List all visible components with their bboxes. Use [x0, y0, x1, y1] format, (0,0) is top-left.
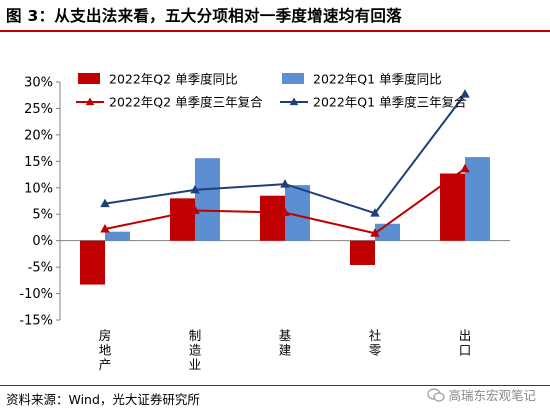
watermark: 高瑞东宏观笔记: [427, 385, 536, 404]
y-tick-label: -5%: [28, 261, 53, 276]
x-category-label-char: 产: [99, 357, 112, 372]
title-divider: [0, 30, 550, 32]
legend-marker: [85, 97, 95, 106]
legend-label: 2022年Q2 单季度同比: [109, 72, 238, 87]
marker-q1-cagr: [100, 198, 110, 208]
x-category-label: 社零: [369, 328, 382, 358]
x-category-label-char: 出: [459, 328, 472, 343]
x-category-label-char: 零: [369, 343, 382, 358]
x-category-label-char: 制: [189, 328, 202, 343]
x-category-label: 基建: [279, 328, 292, 358]
bar-q1-yoy: [195, 158, 220, 241]
bar-q1-yoy: [105, 231, 130, 241]
source-note: 资料来源：Wind，光大证券研究所: [6, 392, 200, 407]
chart-bars: [80, 157, 490, 285]
legend-label: 2022年Q1 单季度同比: [313, 72, 442, 87]
x-category-label-char: 房: [99, 328, 112, 343]
source-divider: [0, 385, 550, 386]
bar-q1-yoy: [465, 157, 490, 241]
marker-q2-cagr: [100, 224, 110, 233]
legend-swatch: [78, 73, 100, 84]
x-category-label: 制造业: [189, 328, 202, 372]
x-category-label-char: 基: [279, 328, 292, 343]
y-tick-label: 30%: [24, 76, 53, 91]
y-tick-label: -15%: [19, 314, 53, 329]
marker-q1-cagr: [190, 184, 200, 194]
bar-q2-yoy: [350, 240, 375, 265]
chart: -15% -10% -5% 0% 5% 10% 15% 20% 25% 30% 房地产 制造业 基建 社零…: [19, 72, 510, 372]
marker-q1-cagr: [370, 208, 380, 217]
bar-q2-yoy: [260, 195, 285, 241]
bar-q2-yoy: [80, 240, 105, 285]
legend-label: 2022年Q1 单季度三年复合: [313, 95, 467, 110]
marker-q2-cagr: [280, 207, 290, 217]
x-category-label: 出口: [459, 328, 472, 358]
bar-q1-yoy: [375, 223, 400, 241]
watermark-text: 高瑞东宏观笔记: [448, 388, 536, 403]
chart-legend: 2022年Q2 单季度同比 2022年Q1 单季度同比 2022年Q2 单季度三年复…: [76, 72, 467, 110]
marker-q2-cagr: [190, 205, 200, 215]
x-category-label-char: 社: [369, 328, 382, 343]
y-tick-label: 25%: [24, 102, 53, 117]
y-tick-label: 0%: [32, 234, 53, 249]
legend-marker: [289, 97, 299, 106]
marker-q1-cagr: [280, 179, 290, 188]
x-category-label-char: 建: [279, 343, 292, 358]
chart-axes: -15% -10% -5% 0% 5% 10% 15% 20% 25% 30% 房地产 制造业 基建 社零…: [19, 76, 510, 372]
legend-swatch: [282, 73, 304, 84]
y-tick-label: -10%: [19, 287, 53, 302]
x-category-label-char: 口: [459, 343, 472, 358]
x-category-label: 房地产: [99, 328, 112, 372]
y-tick-label: 15%: [24, 155, 53, 170]
wechat-icon: [427, 388, 446, 402]
x-category-label-char: 业: [189, 357, 202, 372]
legend-label: 2022年Q2 单季度三年复合: [109, 95, 263, 110]
y-tick-label: 5%: [32, 208, 53, 223]
marker-q1-cagr: [460, 89, 470, 98]
y-tick-label: 10%: [24, 181, 53, 196]
marker-q2-cagr: [370, 228, 380, 237]
chart-lines: [100, 89, 470, 237]
x-category-label-char: 地: [99, 343, 112, 358]
x-category-label-char: 造: [189, 343, 202, 358]
y-tick-label: 20%: [24, 128, 53, 143]
bar-q2-yoy: [170, 198, 195, 241]
figure-title: 图 3：从支出法来看，五大分项相对一季度增速均有回落: [6, 7, 402, 25]
marker-q2-cagr: [460, 163, 470, 173]
